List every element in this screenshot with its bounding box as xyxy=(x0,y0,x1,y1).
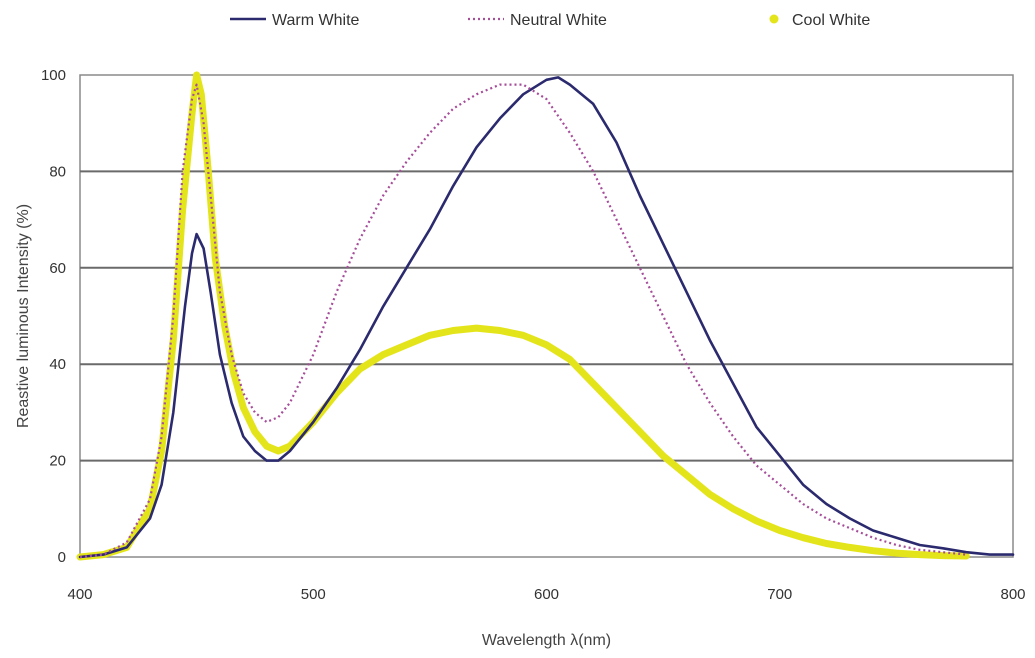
legend-label-warm-white: Warm White xyxy=(272,12,360,29)
legend: Warm White Neutral White Cool White xyxy=(230,12,870,29)
x-tick-label: 800 xyxy=(1000,586,1025,603)
x-tick-label: 700 xyxy=(767,586,792,603)
gridlines xyxy=(80,170,1013,462)
x-tick-label: 500 xyxy=(301,586,326,603)
legend-swatch-cool-white xyxy=(769,14,779,24)
legend-label-cool-white: Cool White xyxy=(792,12,870,29)
series-layer xyxy=(76,71,1015,561)
x-tick-label: 600 xyxy=(534,586,559,603)
x-tick-label: 400 xyxy=(67,586,92,603)
series-line-cool-white xyxy=(76,71,970,561)
tick-labels: 400 500 600 700 800 0 20 40 60 80 100 xyxy=(41,67,1026,603)
series-line-neutral-white xyxy=(79,83,967,559)
plot-area xyxy=(79,74,1014,558)
y-tick-label: 100 xyxy=(41,67,66,84)
y-tick-label: 20 xyxy=(49,453,66,470)
y-axis-label: Reastive luminous Intensity (%) xyxy=(15,204,32,428)
plot-border xyxy=(79,74,1014,558)
y-tick-label: 40 xyxy=(49,356,66,373)
x-axis-label: Wavelength λ(nm) xyxy=(482,632,611,649)
y-tick-label: 80 xyxy=(49,163,66,180)
y-tick-label: 0 xyxy=(58,549,66,566)
series-line-warm-white xyxy=(78,76,1015,559)
legend-label-neutral-white: Neutral White xyxy=(510,12,607,29)
y-tick-label: 60 xyxy=(49,260,66,277)
